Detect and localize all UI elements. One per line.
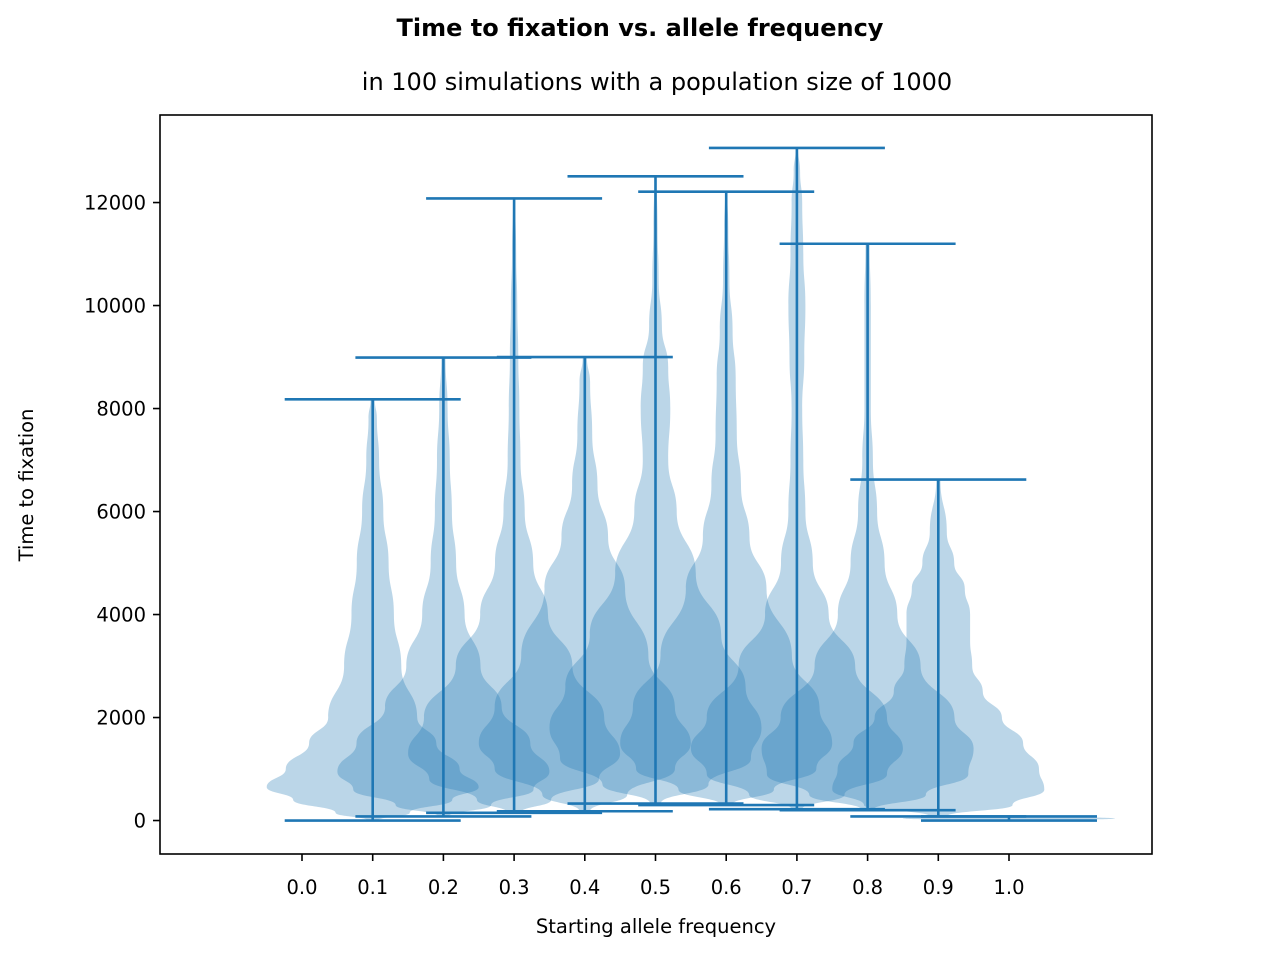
x-tick-label: 0.5: [640, 876, 671, 899]
y-tick-label: 8000: [96, 398, 146, 421]
x-tick-label: 0.0: [286, 876, 317, 899]
x-tick-label: 0.4: [569, 876, 600, 899]
y-tick-label: 12000: [84, 192, 146, 215]
chart-title: Time to fixation vs. allele frequency: [396, 14, 884, 42]
x-axis-label: Starting allele frequency: [536, 915, 776, 938]
y-tick-label: 4000: [96, 604, 146, 627]
x-tick-label: 1.0: [993, 876, 1024, 899]
x-tick-label: 0.6: [711, 876, 742, 899]
x-tick-label: 0.8: [852, 876, 883, 899]
y-axis-label: Time to fixation: [15, 409, 38, 563]
x-tick-label: 0.2: [428, 876, 459, 899]
y-axis-ticks: 0 2000 4000 6000 8000 10000 12000: [84, 192, 160, 833]
y-tick-label: 6000: [96, 501, 146, 524]
y-tick-label: 10000: [84, 295, 146, 318]
axes: 0.0 0.1 0.2 0.3 0.4 0.5 0.6 0.7 0.8 0.9 1.0 0 2000 4…: [15, 114, 1153, 938]
x-tick-label: 0.3: [499, 876, 530, 899]
x-tick-label: 0.1: [357, 876, 388, 899]
violin-bodies: [266, 148, 1115, 821]
y-tick-label: 2000: [96, 707, 146, 730]
y-tick-label: 0: [134, 810, 146, 833]
violin-stat-lines: [284, 146, 1097, 822]
chart-subtitle: in 100 simulations with a population siz…: [361, 68, 953, 96]
x-tick-label: 0.9: [923, 876, 954, 899]
x-axis-ticks: 0.0 0.1 0.2 0.3 0.4 0.5 0.6 0.7 0.8 0.9 1.0: [286, 854, 1025, 899]
x-tick-label: 0.7: [781, 876, 812, 899]
